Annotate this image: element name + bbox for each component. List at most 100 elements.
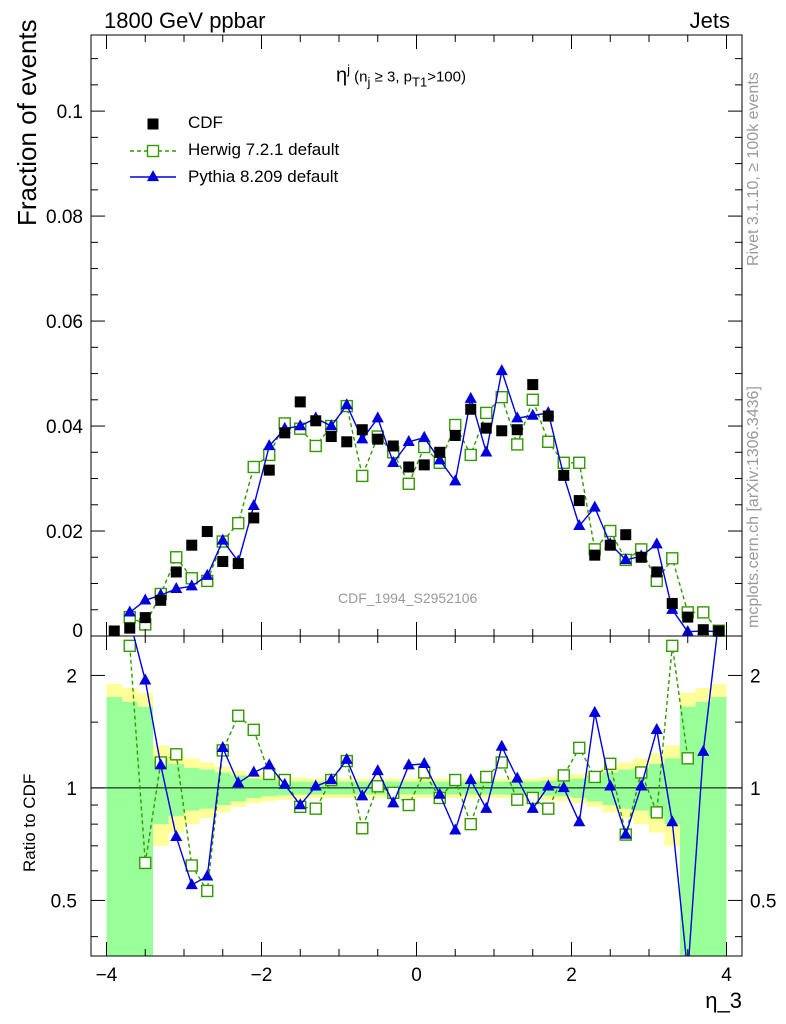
herwig-ratio-point <box>232 709 245 722</box>
pythia-point <box>294 419 307 431</box>
ratio-tick-label-right: 2 <box>750 666 761 687</box>
cdf-point <box>573 495 585 507</box>
pythia-point <box>170 581 183 593</box>
pythia-ratio-point <box>247 765 260 777</box>
pythia-ratio-point <box>604 779 617 791</box>
pythia-ratio-point <box>170 829 183 841</box>
herwig-point <box>464 448 477 462</box>
legend-label-pythia: Pythia 8.209 default <box>188 167 339 186</box>
band-inner-bin <box>618 769 634 809</box>
pythia-ratio-point <box>278 777 291 789</box>
pythia-point <box>356 432 369 444</box>
legend-marker-cdf <box>147 118 159 130</box>
pythia-ratio-point <box>449 823 462 835</box>
herwig-point <box>666 552 679 565</box>
herwig-ratio-point <box>185 859 198 872</box>
pythia-point <box>433 453 446 465</box>
pythia-ratio-point <box>433 787 446 799</box>
pythia-ratio-point <box>263 758 276 770</box>
cdf-point <box>263 464 275 476</box>
pythia-ratio-point <box>232 776 245 788</box>
herwig-point <box>511 438 524 451</box>
cdf-point <box>310 415 322 427</box>
cdf-point <box>511 424 523 436</box>
pythia-point <box>650 537 663 549</box>
x-tick-label: −2 <box>251 965 273 986</box>
herwig-ratio-point <box>309 802 322 815</box>
herwig-point <box>309 439 322 453</box>
pythia-point <box>418 430 431 442</box>
cdf-series <box>108 379 725 637</box>
band-inner-bin <box>199 769 215 809</box>
pythia-ratio-point <box>371 764 384 776</box>
cdf-point <box>294 396 306 408</box>
observable-symbol: η <box>336 64 348 87</box>
pythia-point <box>263 439 276 451</box>
y-axis-label: Fraction of events <box>12 19 42 226</box>
herwig-ratio-point <box>511 793 524 806</box>
pythia-point <box>185 579 198 591</box>
herwig-point <box>526 393 539 406</box>
band-inner-bin <box>184 768 200 811</box>
pythia-point <box>511 411 524 423</box>
cdf-point <box>201 526 213 538</box>
x-tick-label: 0 <box>411 965 422 986</box>
ratio-tick-label-left: 2 <box>66 666 77 687</box>
cdf-point <box>651 566 663 578</box>
cdf-point <box>139 612 151 624</box>
observable-title: ηj (nj ≥ 3, pT1>100) <box>336 62 466 90</box>
pythia-point <box>371 411 384 423</box>
observable-sub-j: j <box>367 74 371 90</box>
pythia-ratio-point <box>201 869 214 881</box>
herwig-ratio-point <box>464 817 477 831</box>
herwig-ratio-point <box>449 773 462 787</box>
pythia-point <box>526 408 539 420</box>
pythia-point <box>387 455 400 467</box>
herwig-ratio-point <box>139 856 152 870</box>
cdf-point <box>635 551 647 563</box>
pythia-ratio-point <box>480 801 493 813</box>
herwig-point <box>356 469 369 483</box>
rivet-version-label: Rivet 3.1.10, ≥ 100k events <box>745 72 762 266</box>
cdf-point <box>449 429 461 441</box>
herwig-point <box>247 460 260 474</box>
band-inner-bin <box>106 697 122 956</box>
observable-cond-open: (n <box>350 68 368 86</box>
pythia-ratio-series <box>133 636 718 956</box>
cdf-point <box>418 459 430 471</box>
pythia-ratio-point <box>511 771 524 783</box>
herwig-point <box>542 435 555 448</box>
x-tick-label: 2 <box>566 965 577 986</box>
y-tick-label: 0.1 <box>57 102 83 123</box>
pythia-point <box>201 568 214 580</box>
pythia-ratio-point <box>154 758 167 770</box>
observable-cond-mid: ≥ 3, p <box>370 68 413 86</box>
legend-label-cdf: CDF <box>188 113 223 132</box>
pythia-ratio-point <box>139 673 152 685</box>
pythia-ratio-point <box>216 741 229 753</box>
cdf-point <box>325 431 337 443</box>
pythia-ratio-point <box>495 739 508 751</box>
y-tick-label: 0.08 <box>46 207 83 228</box>
ratio-tick-label-left: 0.5 <box>51 891 77 912</box>
cdf-point <box>403 461 415 473</box>
x-tick-label: 4 <box>721 965 732 986</box>
herwig-ratio-point <box>573 741 586 755</box>
pythia-point <box>464 391 477 403</box>
herwig-ratio-point <box>480 770 493 784</box>
herwig-point <box>449 418 462 432</box>
legend-marker-pythia <box>146 170 160 182</box>
cdf-point <box>558 469 570 481</box>
herwig-ratio-point <box>402 798 415 812</box>
pythia-ratio-point <box>526 801 539 813</box>
band-inner-bin <box>711 697 727 956</box>
herwig-point <box>557 456 570 469</box>
cdf-point <box>356 424 368 436</box>
herwig-ratio-point <box>542 802 555 815</box>
cdf-point <box>496 425 508 437</box>
pythia-point <box>449 474 462 486</box>
pythia-point <box>402 434 415 446</box>
pythia-ratio-point <box>464 773 477 785</box>
axis-ticks: 0 0.02 0.04 0.06 0.08 0.1 0.5 0.5 1 1 2 2 −4 −2 0 2 4 <box>46 35 776 986</box>
process-label: Jets <box>689 8 730 33</box>
